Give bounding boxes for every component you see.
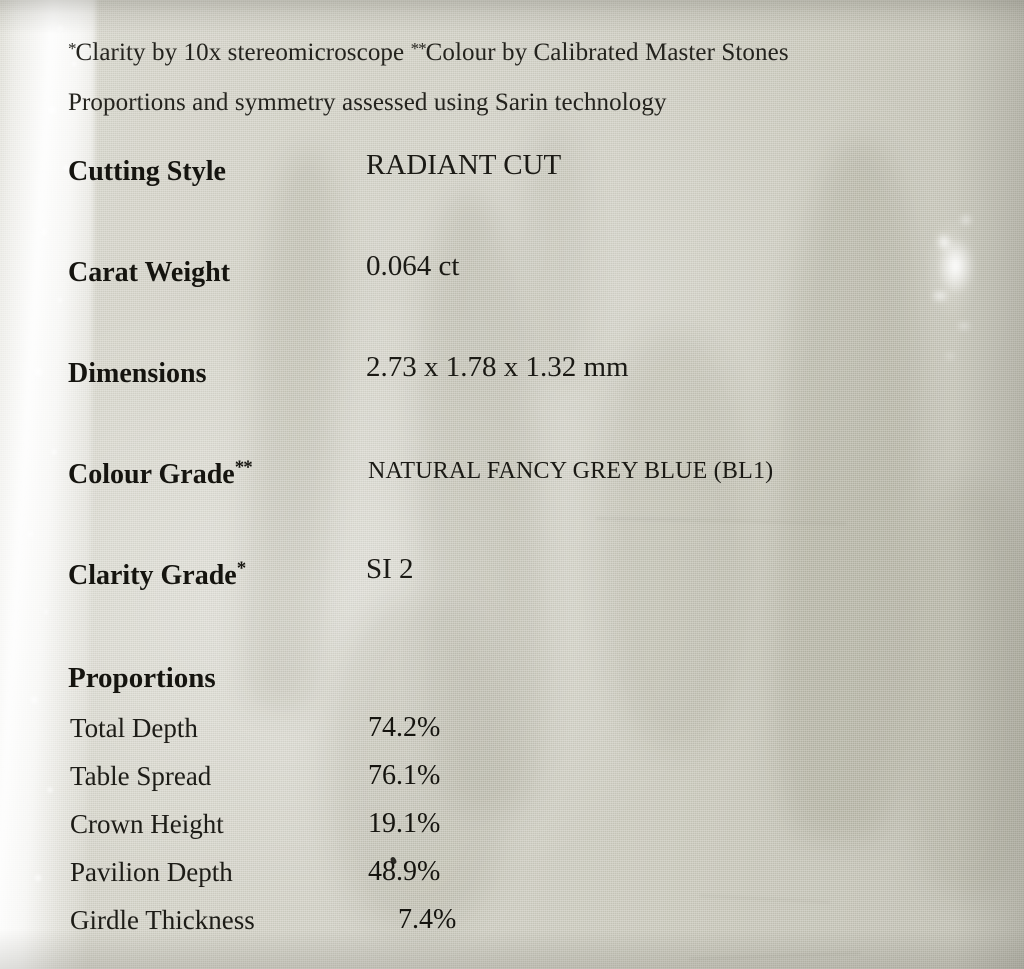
proportion-value-total-depth: 74.2% xyxy=(368,712,441,743)
spec-row-clarity-grade: Clarity Grade* SI 2 xyxy=(68,549,968,650)
label-text: Clarity Grade xyxy=(68,560,237,591)
proportion-row-table-spread: Table Spread 76.1% xyxy=(68,756,628,804)
footnote-line-2: Proportions and symmetry assessed using … xyxy=(68,89,667,116)
proportion-value-girdle-thickness: 7.4% xyxy=(398,904,457,935)
spec-value-carat-weight: 0.064 ct xyxy=(366,250,460,282)
proportion-value-crown-height: 19.1% xyxy=(368,808,441,839)
label-text: Carat Weight xyxy=(68,257,231,288)
proportion-row-girdle-thickness: Girdle Thickness 7.4% xyxy=(68,900,628,948)
specifications-table: Cutting Style RADIANT CUT Carat Weight 0… xyxy=(68,145,968,650)
proportion-label-total-depth: Total Depth xyxy=(70,713,198,743)
spec-value-cutting-style: RADIANT CUT xyxy=(366,149,562,181)
spec-value-dimensions: 2.73 x 1.78 x 1.32 mm xyxy=(366,351,629,383)
spec-row-cutting-style: Cutting Style RADIANT CUT xyxy=(68,145,968,246)
spec-label-cutting-style: Cutting Style xyxy=(68,145,226,192)
label-text: Colour Grade xyxy=(68,459,235,490)
proportion-label-crown-height: Crown Height xyxy=(70,809,224,839)
proportion-value-table-spread: 76.1% xyxy=(368,760,441,791)
proportion-label-pavilion-depth: Pavilion Depth xyxy=(70,857,233,887)
spec-value-clarity-grade: SI 2 xyxy=(366,553,414,585)
proportions-heading: Proportions xyxy=(68,662,216,694)
spec-row-carat-weight: Carat Weight 0.064 ct xyxy=(68,246,968,347)
footnote-text-clarity: Clarity by 10x stereomicroscope xyxy=(75,39,405,66)
label-superscript: ** xyxy=(234,457,253,478)
proportion-row-crown-height: Crown Height 19.1% xyxy=(68,804,628,852)
footnotes-block: *Clarity by 10x stereomicroscope **Colou… xyxy=(68,24,948,128)
label-text: Dimensions xyxy=(68,358,207,389)
spec-label-carat-weight: Carat Weight xyxy=(68,246,230,293)
spec-row-colour-grade: Colour Grade** NATURAL FANCY GREY BLUE (… xyxy=(68,448,968,549)
proportion-label-girdle-thickness: Girdle Thickness xyxy=(70,905,255,935)
spec-label-clarity-grade: Clarity Grade* xyxy=(68,549,246,596)
footnote-text-colour: Colour by Calibrated Master Stones xyxy=(425,39,789,66)
spec-row-dimensions: Dimensions 2.73 x 1.78 x 1.32 mm xyxy=(68,347,968,448)
proportion-label-table-spread: Table Spread xyxy=(70,761,212,791)
proportion-row-total-depth: Total Depth 74.2% xyxy=(68,708,628,756)
label-text: Cutting Style xyxy=(68,156,226,187)
spec-value-colour-grade: NATURAL FANCY GREY BLUE (BL1) xyxy=(368,458,774,484)
footnote-marker-double: ** xyxy=(410,39,427,58)
spec-label-colour-grade: Colour Grade** xyxy=(68,448,253,495)
proportions-section: Proportions Total Depth 74.2% Table Spre… xyxy=(68,655,628,948)
footnote-line-1: *Clarity by 10x stereomicroscope **Colou… xyxy=(68,24,948,78)
label-superscript: * xyxy=(236,558,246,579)
spec-label-dimensions: Dimensions xyxy=(68,347,206,394)
footnote-marker-single: * xyxy=(68,39,76,58)
proportion-row-pavilion-depth: Pavilion Depth 48.9% xyxy=(68,852,628,900)
